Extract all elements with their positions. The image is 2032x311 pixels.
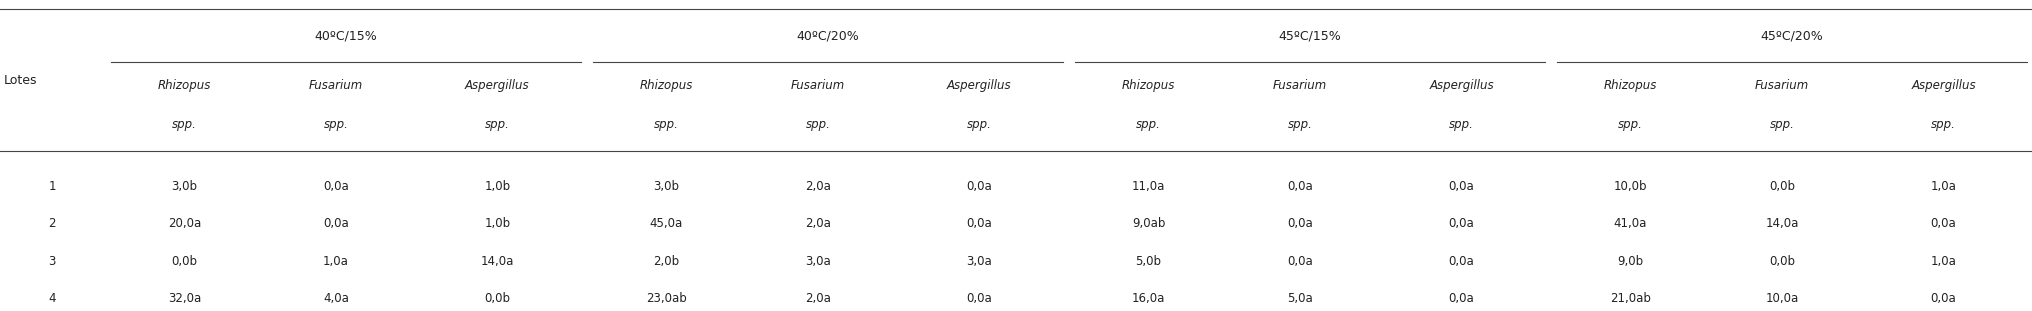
Text: 0,0a: 0,0a bbox=[1930, 217, 1955, 230]
Text: 0,0a: 0,0a bbox=[1449, 217, 1473, 230]
Text: 14,0a: 14,0a bbox=[1764, 217, 1798, 230]
Text: 0,0b: 0,0b bbox=[1768, 255, 1794, 268]
Text: spp.: spp. bbox=[967, 118, 992, 131]
Text: 2,0a: 2,0a bbox=[805, 217, 831, 230]
Text: Fusarium: Fusarium bbox=[1272, 79, 1327, 92]
Text: 1,0a: 1,0a bbox=[1930, 180, 1955, 193]
Text: 23,0ab: 23,0ab bbox=[646, 292, 687, 305]
Text: Rhizopus: Rhizopus bbox=[640, 79, 693, 92]
Text: 5,0a: 5,0a bbox=[1286, 292, 1313, 305]
Text: Aspergillus: Aspergillus bbox=[1910, 79, 1975, 92]
Text: 0,0a: 0,0a bbox=[1449, 292, 1473, 305]
Text: 0,0a: 0,0a bbox=[965, 217, 992, 230]
Text: spp.: spp. bbox=[1768, 118, 1794, 131]
Text: 21,0ab: 21,0ab bbox=[1609, 292, 1650, 305]
Text: Fusarium: Fusarium bbox=[790, 79, 845, 92]
Text: 4,0a: 4,0a bbox=[323, 292, 350, 305]
Text: 2,0a: 2,0a bbox=[805, 180, 831, 193]
Text: spp.: spp. bbox=[1286, 118, 1313, 131]
Text: 2,0a: 2,0a bbox=[805, 292, 831, 305]
Text: Fusarium: Fusarium bbox=[309, 79, 364, 92]
Text: Aspergillus: Aspergillus bbox=[465, 79, 530, 92]
Text: 1,0b: 1,0b bbox=[484, 180, 510, 193]
Text: 40ºC/15%: 40ºC/15% bbox=[315, 29, 376, 42]
Text: 1,0a: 1,0a bbox=[1930, 255, 1955, 268]
Text: 0,0b: 0,0b bbox=[484, 292, 510, 305]
Text: 11,0a: 11,0a bbox=[1132, 180, 1164, 193]
Text: 20,0a: 20,0a bbox=[167, 217, 201, 230]
Text: 0,0b: 0,0b bbox=[1768, 180, 1794, 193]
Text: 0,0a: 0,0a bbox=[1930, 292, 1955, 305]
Text: spp.: spp. bbox=[1617, 118, 1642, 131]
Text: 40ºC/20%: 40ºC/20% bbox=[797, 29, 860, 42]
Text: 0,0a: 0,0a bbox=[1286, 180, 1313, 193]
Text: 9,0b: 9,0b bbox=[1617, 255, 1642, 268]
Text: Rhizopus: Rhizopus bbox=[1122, 79, 1174, 92]
Text: Rhizopus: Rhizopus bbox=[1603, 79, 1656, 92]
Text: 0,0a: 0,0a bbox=[323, 180, 350, 193]
Text: 1: 1 bbox=[49, 180, 57, 193]
Text: spp.: spp. bbox=[486, 118, 510, 131]
Text: 2,0b: 2,0b bbox=[652, 255, 679, 268]
Text: 45ºC/15%: 45ºC/15% bbox=[1278, 29, 1341, 42]
Text: Lotes: Lotes bbox=[4, 74, 37, 86]
Text: Aspergillus: Aspergillus bbox=[1428, 79, 1494, 92]
Text: 3,0a: 3,0a bbox=[965, 255, 992, 268]
Text: 1,0a: 1,0a bbox=[323, 255, 350, 268]
Text: 45,0a: 45,0a bbox=[650, 217, 683, 230]
Text: 9,0ab: 9,0ab bbox=[1132, 217, 1164, 230]
Text: 10,0b: 10,0b bbox=[1613, 180, 1646, 193]
Text: Rhizopus: Rhizopus bbox=[158, 79, 211, 92]
Text: 0,0b: 0,0b bbox=[171, 255, 197, 268]
Text: 0,0a: 0,0a bbox=[1286, 255, 1313, 268]
Text: 10,0a: 10,0a bbox=[1764, 292, 1798, 305]
Text: 0,0a: 0,0a bbox=[323, 217, 350, 230]
Text: 0,0a: 0,0a bbox=[1286, 217, 1313, 230]
Text: Fusarium: Fusarium bbox=[1754, 79, 1808, 92]
Text: 0,0a: 0,0a bbox=[1449, 255, 1473, 268]
Text: 32,0a: 32,0a bbox=[167, 292, 201, 305]
Text: 3: 3 bbox=[49, 255, 57, 268]
Text: 0,0a: 0,0a bbox=[965, 292, 992, 305]
Text: 2: 2 bbox=[49, 217, 57, 230]
Text: spp.: spp. bbox=[323, 118, 347, 131]
Text: 45ºC/20%: 45ºC/20% bbox=[1760, 29, 1823, 42]
Text: 0,0a: 0,0a bbox=[1449, 180, 1473, 193]
Text: 4: 4 bbox=[49, 292, 57, 305]
Text: spp.: spp. bbox=[805, 118, 829, 131]
Text: spp.: spp. bbox=[1136, 118, 1160, 131]
Text: 14,0a: 14,0a bbox=[480, 255, 514, 268]
Text: 3,0b: 3,0b bbox=[171, 180, 197, 193]
Text: 16,0a: 16,0a bbox=[1132, 292, 1164, 305]
Text: 41,0a: 41,0a bbox=[1613, 217, 1646, 230]
Text: 1,0b: 1,0b bbox=[484, 217, 510, 230]
Text: spp.: spp. bbox=[654, 118, 679, 131]
Text: 3,0a: 3,0a bbox=[805, 255, 831, 268]
Text: spp.: spp. bbox=[1449, 118, 1473, 131]
Text: Aspergillus: Aspergillus bbox=[947, 79, 1012, 92]
Text: spp.: spp. bbox=[1930, 118, 1955, 131]
Text: 0,0a: 0,0a bbox=[965, 180, 992, 193]
Text: spp.: spp. bbox=[173, 118, 197, 131]
Text: 5,0b: 5,0b bbox=[1136, 255, 1160, 268]
Text: 3,0b: 3,0b bbox=[652, 180, 679, 193]
